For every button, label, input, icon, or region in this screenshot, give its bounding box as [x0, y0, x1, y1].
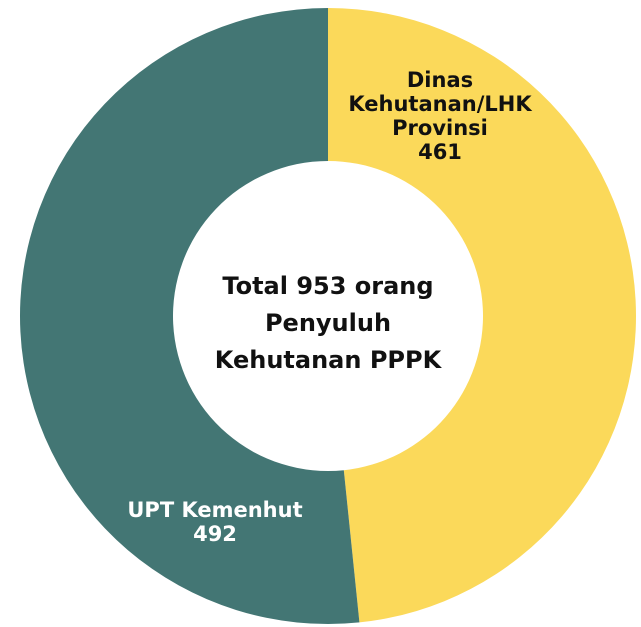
slice	[20, 8, 360, 624]
slice	[328, 8, 637, 623]
slice-label: Dinas Kehutanan/LHK Provinsi 461	[330, 68, 550, 164]
category-label: Dinas Kehutanan/LHK Provinsi	[348, 68, 532, 140]
value-label: 461	[418, 140, 462, 164]
center-line: Total 953 orang	[222, 272, 434, 300]
category-label: UPT Kemenhut	[127, 498, 303, 522]
center-label: Total 953 orang Penyuluh Kehutanan PPPK	[198, 268, 458, 379]
center-line: Kehutanan PPPK	[214, 346, 442, 374]
value-label: 492	[193, 522, 237, 546]
slice-label: UPT Kemenhut 492	[95, 498, 335, 546]
center-line: Penyuluh	[264, 309, 392, 337]
